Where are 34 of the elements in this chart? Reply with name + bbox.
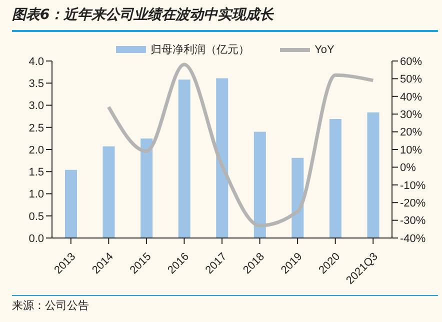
y2-tick-label: 0% xyxy=(400,162,416,174)
y-tick-label: 3.5 xyxy=(28,78,44,90)
bar xyxy=(178,80,190,238)
y-tick-label: 1.5 xyxy=(28,166,44,179)
bar xyxy=(140,138,153,238)
source-note: 来源：公司公告 xyxy=(12,298,89,313)
y-tick-label: 1.0 xyxy=(28,188,44,201)
bar xyxy=(102,146,115,238)
y-tick-label: 0.5 xyxy=(28,210,44,223)
chart-title: 图表6：近年来公司业绩在波动中实现成长 xyxy=(12,6,274,24)
legend-label: 归母净利润（亿元） xyxy=(150,43,250,57)
bar xyxy=(254,132,266,238)
y2-tick-label: 10% xyxy=(400,144,422,156)
line-series xyxy=(106,62,375,228)
y2-tick-label: -30% xyxy=(400,215,426,228)
bar xyxy=(329,118,342,238)
y2-tick-label: -10% xyxy=(400,180,426,192)
y2-tick-label: 40% xyxy=(400,91,422,104)
bar xyxy=(65,170,77,238)
bar xyxy=(216,78,228,238)
legend-label: YoY xyxy=(314,44,334,56)
bar xyxy=(367,112,380,238)
y2-tick-label: 60% xyxy=(400,56,422,68)
y2-tick-label: 20% xyxy=(400,126,422,139)
y-tick-label: 0.0 xyxy=(28,232,44,245)
y2-tick-label: 50% xyxy=(400,74,422,86)
y2-tick-label: -40% xyxy=(400,232,426,245)
y-tick-label: 3.0 xyxy=(28,100,44,112)
y-tick-label: 2.5 xyxy=(28,122,44,134)
bar xyxy=(292,158,304,238)
y2-tick-label: -20% xyxy=(400,198,426,210)
y2-tick-label: 30% xyxy=(400,109,422,122)
y-tick-label: 4.0 xyxy=(28,56,44,68)
y-tick-label: 2.0 xyxy=(28,144,44,156)
